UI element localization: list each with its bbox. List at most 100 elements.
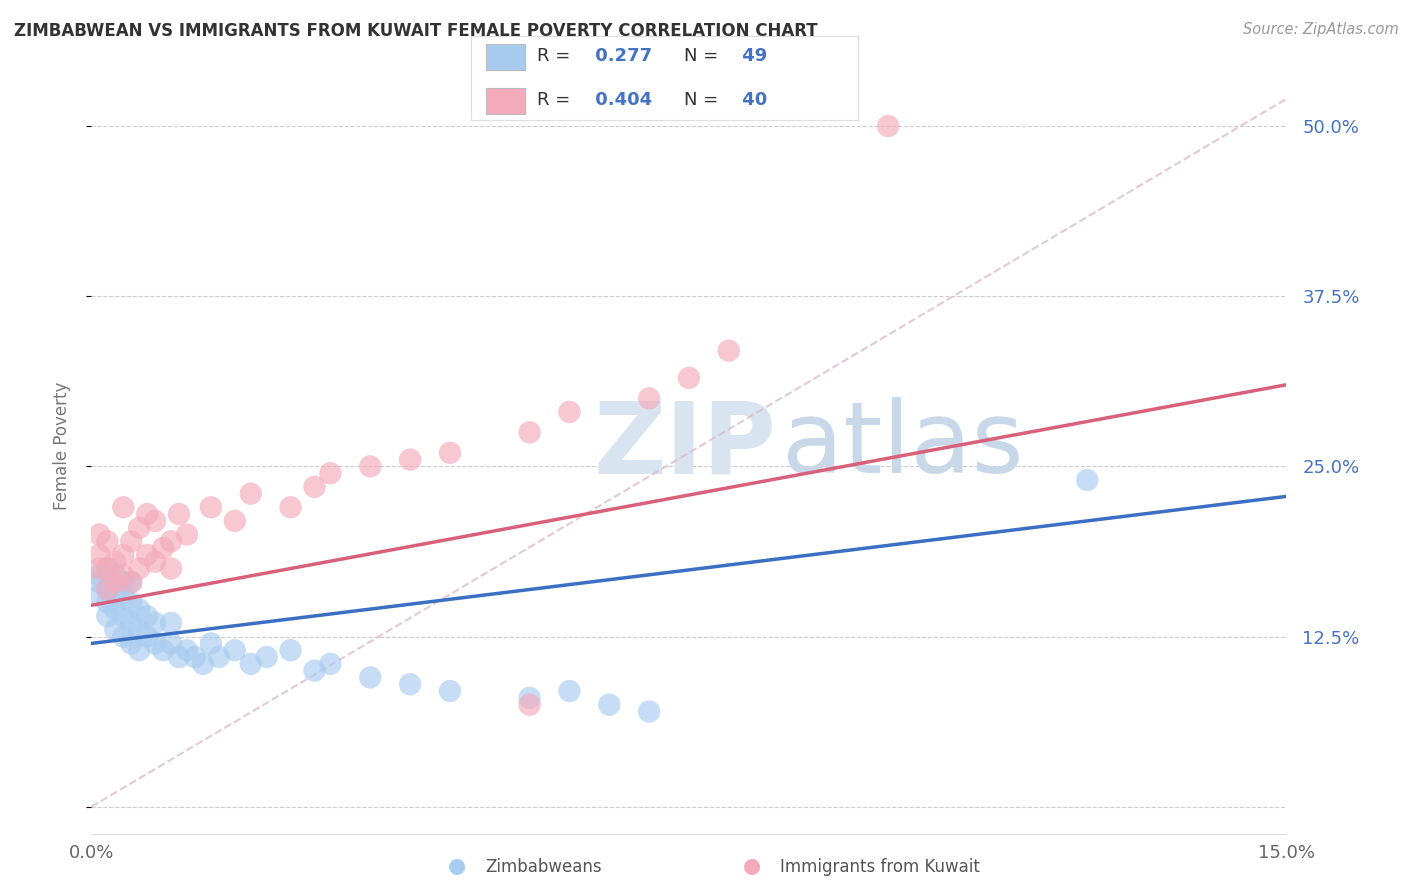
Point [96,582,118,596]
Text: Zimbabweans: Zimbabweans [485,858,602,876]
Text: Immigrants from Kuwait: Immigrants from Kuwait [780,858,980,876]
Text: R =: R = [537,47,569,65]
Point [224,643,246,657]
Point [120,615,142,630]
Point [678,371,700,385]
Point [638,392,661,406]
Point [96,596,118,610]
Point [112,500,135,515]
Text: ZIP: ZIP [593,398,776,494]
Point [143,636,166,650]
Point [120,596,142,610]
FancyBboxPatch shape [486,45,526,70]
Point [112,589,135,603]
Point [176,643,198,657]
Point [877,119,900,133]
Point [89,561,111,575]
Point [104,623,127,637]
Point [558,405,581,419]
Point [304,664,326,678]
FancyBboxPatch shape [486,88,526,113]
Point [239,657,262,671]
Point [89,548,111,562]
Point [136,630,159,644]
Text: Source: ZipAtlas.com: Source: ZipAtlas.com [1243,22,1399,37]
Text: N =: N = [683,91,718,109]
Point [208,650,231,665]
Point [200,500,222,515]
Text: 0.404: 0.404 [589,91,652,109]
Point [96,561,118,575]
Point [280,500,302,515]
Point [399,677,422,691]
Point [104,589,127,603]
Text: R =: R = [537,91,569,109]
Point [152,643,174,657]
Point [112,609,135,624]
Point [112,548,135,562]
Point [359,670,381,684]
Point [128,643,150,657]
Point [136,507,159,521]
Point [120,575,142,590]
Point [143,555,166,569]
Point [160,615,183,630]
Point [280,643,302,657]
Point [96,582,118,596]
Point [143,615,166,630]
Text: N =: N = [683,47,718,65]
Text: ZIMBABWEAN VS IMMIGRANTS FROM KUWAIT FEMALE POVERTY CORRELATION CHART: ZIMBABWEAN VS IMMIGRANTS FROM KUWAIT FEM… [14,22,818,40]
Point [128,561,150,575]
Point [128,602,150,616]
Point [239,486,262,500]
Point [89,527,111,541]
Point [152,541,174,555]
Point [89,575,111,590]
Point [112,630,135,644]
Text: 0.277: 0.277 [589,47,652,65]
Point [1076,473,1098,487]
Point [176,527,198,541]
Point [184,650,207,665]
Text: atlas: atlas [782,398,1024,494]
Point [167,650,190,665]
Text: ●: ● [744,856,761,876]
Point [439,684,461,698]
Point [120,636,142,650]
Point [167,507,190,521]
Text: ●: ● [449,856,465,876]
Point [359,459,381,474]
Point [120,575,142,590]
Point [128,521,150,535]
Point [89,589,111,603]
Point [104,575,127,590]
Text: 49: 49 [735,47,768,65]
Point [224,514,246,528]
Point [439,446,461,460]
Point [89,568,111,582]
Point [558,684,581,698]
Point [191,657,214,671]
Point [304,480,326,494]
Point [96,534,118,549]
Point [319,657,342,671]
Point [136,609,159,624]
Point [638,705,661,719]
Y-axis label: Female Poverty: Female Poverty [52,382,70,510]
Point [399,452,422,467]
Point [128,623,150,637]
Point [160,561,183,575]
Point [256,650,278,665]
Point [519,690,541,705]
Point [143,514,166,528]
Point [717,343,740,358]
Point [104,602,127,616]
Point [120,534,142,549]
Point [112,575,135,590]
Point [136,548,159,562]
Point [104,568,127,582]
Point [112,568,135,582]
Point [104,555,127,569]
Point [96,561,118,575]
Point [160,534,183,549]
